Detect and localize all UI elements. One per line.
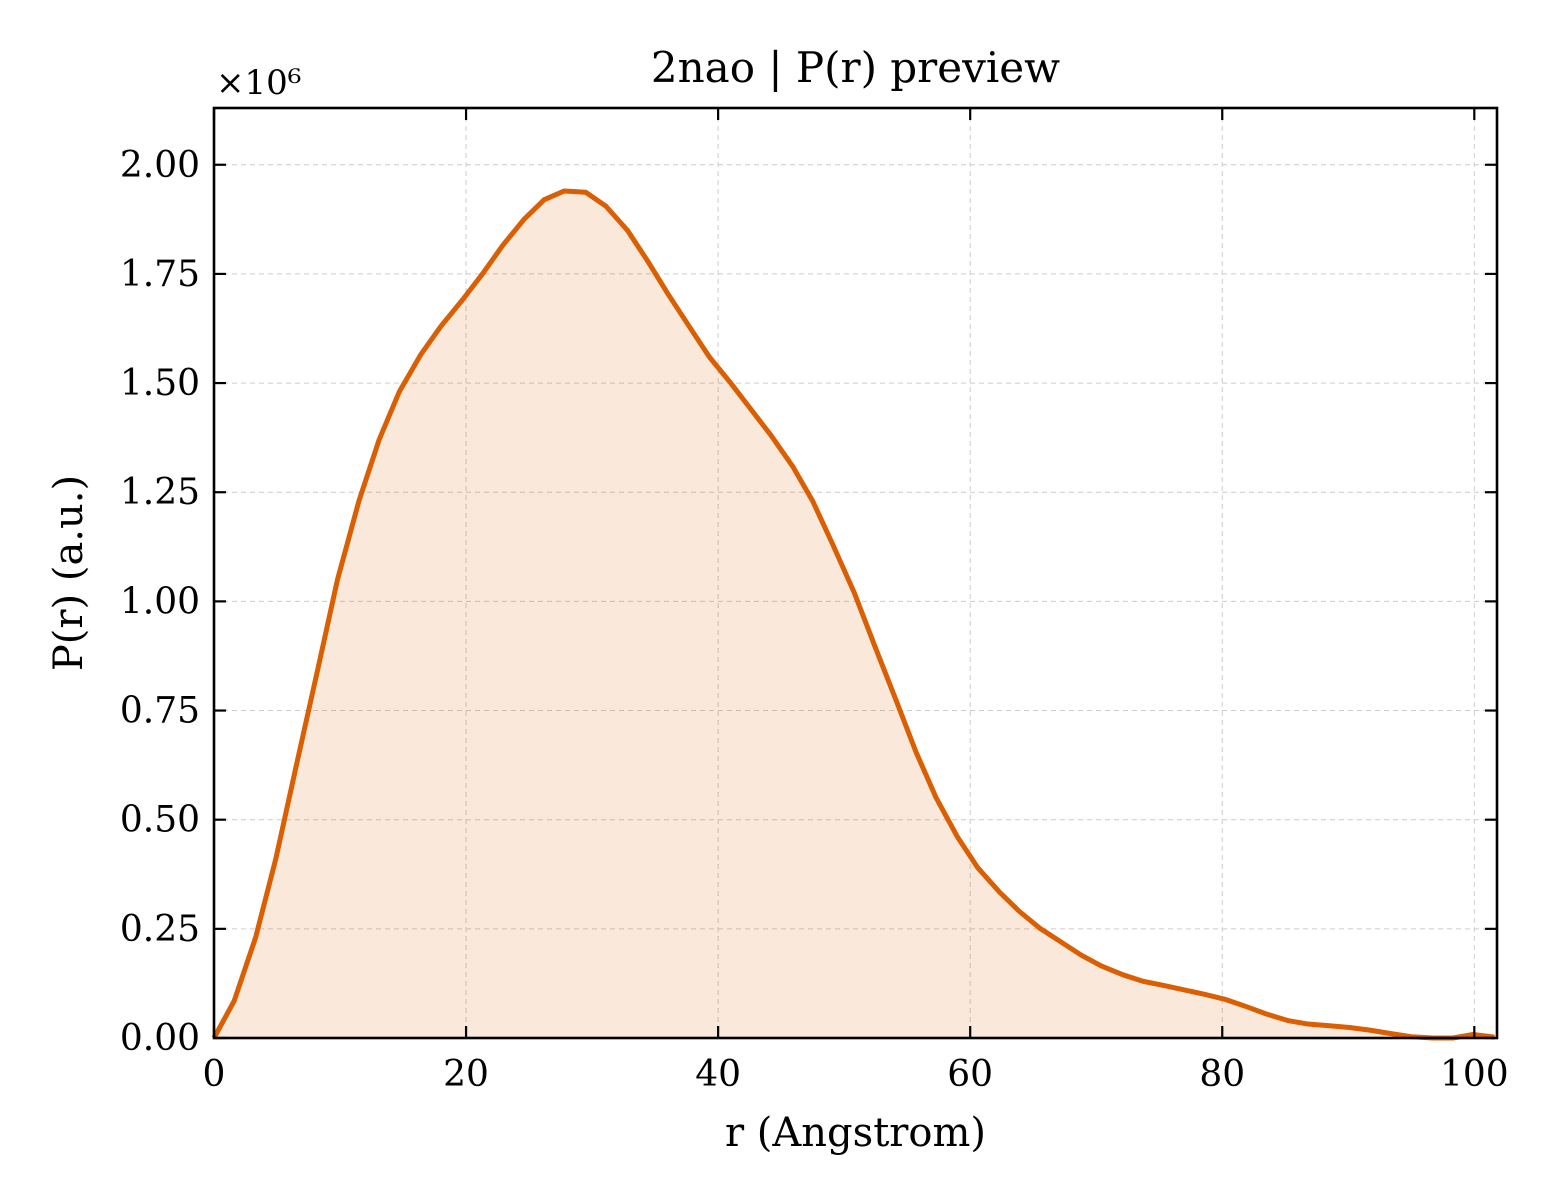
tick-marks — [212, 108, 1497, 1040]
y-tick-label: 1.75 — [120, 254, 200, 295]
series-line — [211, 188, 1495, 1041]
x-tick-labels: 0 20 40 60 80 100 — [203, 1054, 1509, 1095]
x-tick-label: 60 — [947, 1054, 993, 1095]
y-tick-label: 1.25 — [120, 472, 200, 513]
x-tick-label: 20 — [443, 1054, 489, 1095]
y-tick-labels: 0.00 0.25 0.50 0.75 1.00 1.25 1.50 1.75 2.00 — [120, 145, 200, 1059]
chart-title: 2nao | P(r) preview — [651, 43, 1060, 92]
x-tick-label: 80 — [1199, 1054, 1245, 1095]
y-tick-label: 0.00 — [120, 1018, 200, 1059]
y-tick-label: 0.75 — [120, 691, 200, 732]
y-axis-label: P(r) (a.u.) — [46, 475, 92, 671]
x-axis-label: r (Angstrom) — [725, 1110, 986, 1156]
x-tick-label: 0 — [203, 1054, 226, 1095]
plot-frame — [212, 106, 1499, 1040]
series-area-fill — [214, 190, 1495, 1038]
y-tick-label: 1.00 — [120, 581, 200, 622]
y-tick-label: 0.50 — [120, 800, 200, 841]
y-axis-offset-label: ×10⁶ — [216, 63, 301, 103]
x-tick-label: 40 — [695, 1054, 741, 1095]
y-tick-label: 1.50 — [120, 363, 200, 404]
y-tick-label: 0.25 — [120, 909, 200, 950]
x-tick-label: 100 — [1440, 1054, 1509, 1095]
y-tick-label: 2.00 — [120, 145, 200, 186]
